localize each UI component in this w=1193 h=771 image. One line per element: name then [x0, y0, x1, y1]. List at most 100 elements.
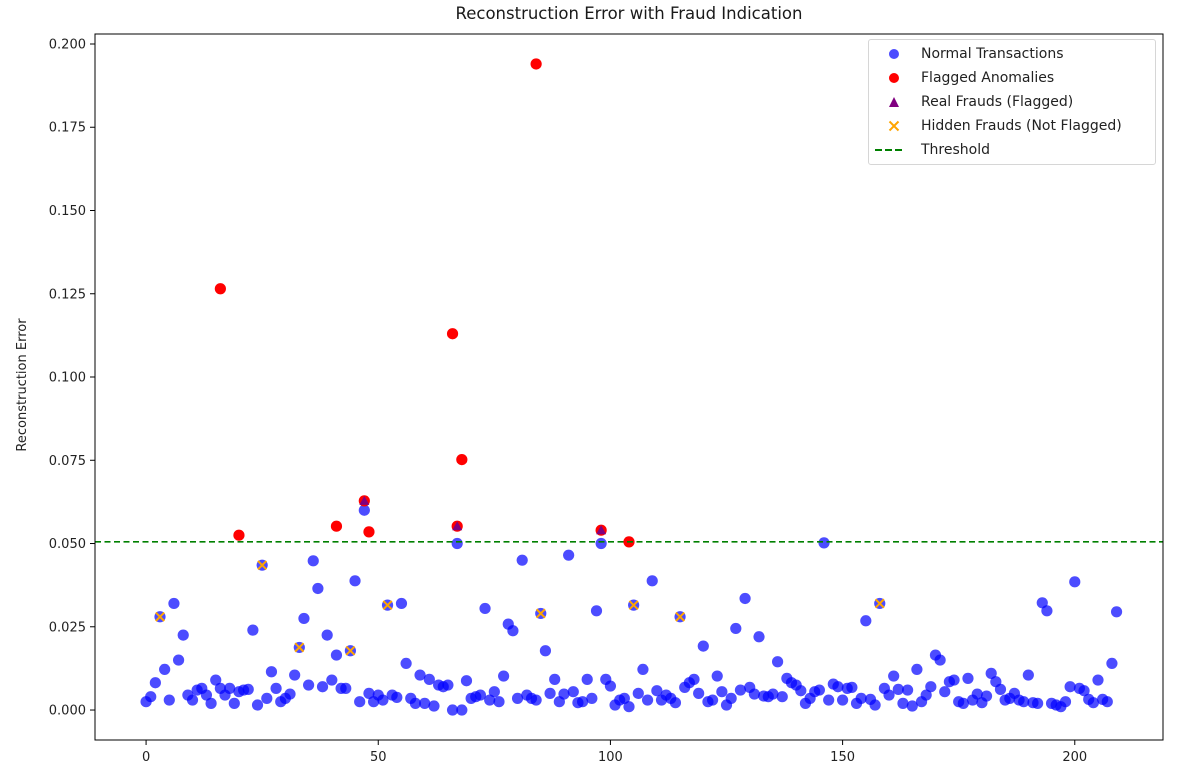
y-axis-label: Reconstruction Error: [15, 318, 30, 452]
data-point: [377, 694, 389, 706]
series-real-frauds-flagged: [359, 495, 607, 535]
data-point: [795, 685, 807, 697]
data-point: [837, 694, 849, 706]
data-point: [1059, 696, 1072, 708]
data-point: [604, 680, 617, 692]
legend: Normal Transactions Flagged Anomalies Re…: [868, 39, 1156, 165]
orange-x-icon: [883, 115, 905, 137]
data-point: [303, 679, 315, 691]
data-point: [641, 694, 654, 706]
data-point: [948, 674, 960, 686]
data-point: [326, 674, 338, 686]
data-point: [1106, 657, 1118, 670]
data-point: [488, 686, 500, 698]
data-point: [544, 687, 556, 699]
data-point: [349, 575, 361, 587]
data-point: [242, 683, 254, 695]
legend-label: Hidden Frauds (Not Flagged): [921, 118, 1122, 134]
y-tick-label: 0.025: [49, 620, 86, 635]
data-point: [595, 537, 607, 550]
data-point: [596, 525, 607, 535]
plot-area: [94, 33, 1164, 741]
y-tick-label: 0.150: [49, 204, 86, 219]
data-point: [1022, 669, 1034, 681]
data-point: [493, 696, 505, 708]
data-point: [159, 663, 171, 676]
data-point: [846, 681, 858, 693]
data-point: [725, 692, 737, 704]
x-axis: 0 50 100 150 200: [142, 740, 1087, 765]
data-point: [567, 686, 579, 698]
data-point: [730, 622, 742, 635]
data-point: [771, 656, 784, 668]
x-tick-label: 150: [830, 750, 855, 765]
data-point: [902, 684, 914, 696]
data-point: [484, 694, 496, 706]
data-point: [452, 521, 463, 531]
data-point: [860, 615, 872, 627]
data-point: [925, 681, 937, 693]
plot-frame: [94, 33, 1164, 741]
y-tick-label: 0.200: [49, 37, 86, 52]
data-point: [456, 453, 468, 466]
data-point: [776, 691, 788, 703]
data-point: [451, 537, 463, 550]
data-point: [637, 663, 649, 676]
data-point: [210, 674, 222, 686]
data-point: [813, 684, 825, 696]
data-point: [563, 549, 575, 561]
data-point: [934, 654, 946, 666]
series-normal-transactions: [140, 504, 1123, 716]
data-point: [247, 624, 259, 636]
data-point: [428, 700, 440, 712]
data-point: [706, 694, 719, 706]
data-point: [149, 677, 161, 689]
data-point: [214, 283, 226, 295]
data-point: [363, 687, 375, 699]
data-point: [539, 645, 552, 657]
data-point: [294, 642, 305, 653]
y-tick-label: 0.125: [49, 287, 86, 302]
data-point: [675, 611, 685, 622]
y-tick-label: 0.075: [49, 454, 86, 469]
data-point: [312, 582, 324, 595]
data-point: [409, 697, 421, 709]
data-point: [767, 688, 779, 700]
data-point: [920, 689, 932, 701]
red-circle-icon: [883, 67, 905, 89]
data-point: [345, 645, 356, 656]
data-point: [498, 670, 510, 682]
data-point: [516, 554, 528, 566]
data-point: [590, 605, 603, 617]
x-tick-label: 200: [1062, 750, 1087, 765]
y-axis: 0.000 0.025 0.050 0.075 0.100 0.125 0.150 0.175…: [49, 37, 95, 719]
data-point: [423, 673, 435, 685]
data-point: [330, 649, 343, 661]
data-point: [939, 686, 951, 698]
data-point: [549, 673, 561, 685]
purple-triangle-icon: [883, 91, 905, 113]
data-point: [177, 629, 189, 641]
data-point: [200, 689, 213, 701]
data-point: [456, 704, 468, 716]
series-flagged-anomalies: [214, 58, 635, 548]
data-point: [985, 667, 997, 679]
y-tick-label: 0.000: [49, 704, 86, 719]
data-point: [284, 688, 296, 700]
legend-item-hidden-frauds: Hidden Frauds (Not Flagged): [869, 115, 1155, 137]
data-point: [382, 600, 393, 611]
data-point: [1064, 681, 1076, 693]
legend-item-flagged: Flagged Anomalies: [869, 67, 1155, 89]
data-point: [1078, 685, 1090, 697]
y-tick-label: 0.175: [49, 121, 86, 136]
data-point: [474, 689, 487, 701]
data-point: [883, 689, 895, 701]
legend-label: Real Frauds (Flagged): [921, 94, 1074, 110]
data-point: [697, 640, 709, 652]
data-point: [163, 694, 175, 706]
legend-label: Normal Transactions: [921, 46, 1064, 62]
data-point: [261, 692, 273, 704]
data-point: [897, 697, 909, 709]
data-point: [507, 625, 519, 637]
